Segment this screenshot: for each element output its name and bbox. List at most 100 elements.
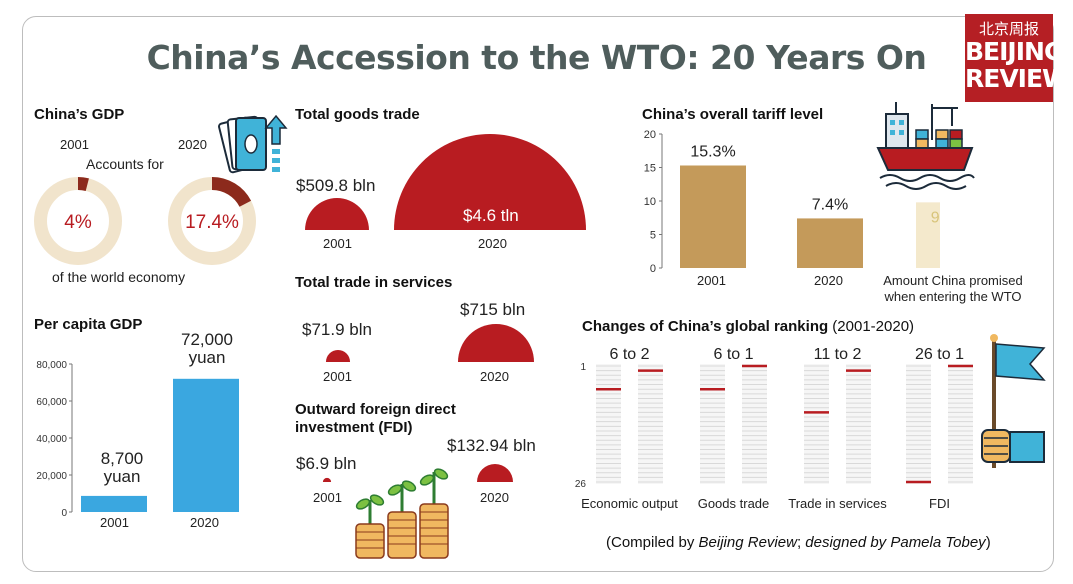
gdp-title: China’s GDP bbox=[34, 106, 125, 123]
ranking-column-bg-1-1 bbox=[742, 364, 767, 484]
credit-publication: Beijing Review bbox=[698, 534, 797, 551]
cargo-ship-icon bbox=[876, 102, 975, 190]
services-value-2001: $71.9 bln bbox=[302, 320, 372, 339]
fdi-title-line2: investment (FDI) bbox=[295, 419, 413, 436]
ranking-column-bg-3-0 bbox=[906, 364, 931, 484]
pcgdp-year-2001: 2001 bbox=[100, 515, 129, 530]
fdi-semicircle-1 bbox=[477, 464, 513, 482]
goods-title: Total goods trade bbox=[295, 106, 420, 123]
pcgdp-y-tick-label-2: 40,000 bbox=[36, 434, 67, 445]
services-semicircle-0 bbox=[325, 349, 351, 362]
pcgdp-y-tick-label-3: 60,000 bbox=[36, 397, 67, 408]
ranking-label-1: Goods trade bbox=[698, 496, 770, 511]
gdp-donut-share-0 bbox=[77, 177, 89, 192]
goods-value-2001: $509.8 bln bbox=[296, 176, 376, 195]
fdi-title: Outward foreign direct investment (FDI) bbox=[295, 401, 456, 437]
pcgdp-value-2001: 8,700 yuan bbox=[92, 450, 152, 486]
goods-year-2001: 2001 bbox=[323, 236, 352, 251]
flag-hand-icon bbox=[981, 334, 1046, 468]
beijing-review-logo: 北京周报 BEIJING REVIEW bbox=[965, 14, 1070, 102]
tariff-bar-0 bbox=[680, 165, 746, 268]
fdi-year-2001: 2001 bbox=[313, 490, 342, 505]
ranking-title-bold: Changes of China’s global ranking bbox=[582, 318, 829, 335]
coins-plants-icon bbox=[355, 468, 449, 559]
gdp-year-2020: 2020 bbox=[178, 137, 207, 152]
page-title: China’s Accession to the WTO: 20 Years O… bbox=[146, 38, 927, 77]
tariff-year-2001: 2001 bbox=[697, 273, 726, 288]
pcgdp-y-tick-label-4: 80,000 bbox=[36, 360, 67, 371]
logo-line1: BEIJING bbox=[965, 37, 1064, 66]
logo-line2: REVIEW bbox=[965, 64, 1070, 93]
services-year-2001: 2001 bbox=[323, 369, 352, 384]
pcgdp-value-2020-unit: yuan bbox=[188, 348, 226, 367]
pcgdp-value-2001-number: 8,700 bbox=[100, 449, 144, 468]
tariff-y-tick-label-3: 15 bbox=[644, 163, 656, 175]
credit-prefix: (Compiled by bbox=[606, 534, 699, 551]
fdi-semicircle-0 bbox=[322, 477, 332, 482]
gdp-donut-label-0: 4% bbox=[64, 212, 92, 233]
credit-suffix: ) bbox=[985, 534, 991, 551]
logo-english-text: BEIJING REVIEW bbox=[965, 38, 1070, 92]
goods-semicircle-0 bbox=[305, 198, 369, 230]
pcgdp-year-2020: 2020 bbox=[190, 515, 219, 530]
ranking-column-bg-0-0 bbox=[596, 364, 621, 484]
tariff-bar-label-2: 9.8% bbox=[931, 209, 940, 226]
gdp-donut-chart: 4% 17.4% bbox=[34, 177, 256, 265]
ranking-label-0: Economic output bbox=[581, 496, 678, 511]
tariff-bar-label-0: 15.3% bbox=[690, 143, 735, 160]
goods-year-2020: 2020 bbox=[478, 236, 507, 251]
pcgdp-y-tick-label-1: 20,000 bbox=[36, 471, 67, 482]
ranking-header-3: 26 to 1 bbox=[915, 346, 964, 363]
tariff-y-tick-label-4: 20 bbox=[644, 129, 656, 141]
ranking-label-3: FDI bbox=[929, 496, 950, 511]
ranking-title-rest: (2001-2020) bbox=[828, 318, 915, 335]
credit-middle: ; bbox=[796, 534, 806, 551]
ranking-column-bg-1-0 bbox=[700, 364, 725, 484]
gdp-caption-top: Accounts for bbox=[86, 156, 164, 172]
goods-semicircle-chart bbox=[305, 134, 586, 230]
tariff-title: China’s overall tariff level bbox=[642, 106, 824, 123]
ranking-column-bg-2-1 bbox=[846, 364, 871, 484]
pcgdp-title: Per capita GDP bbox=[34, 316, 143, 333]
ranking-tick-bottom: 26 bbox=[575, 479, 587, 490]
fdi-year-2020: 2020 bbox=[480, 490, 509, 505]
tariff-y-tick-label-2: 10 bbox=[644, 196, 656, 208]
goods-value-2020: $4.6 tln bbox=[463, 206, 519, 225]
tariff-year-2020: 2020 bbox=[814, 273, 843, 288]
logo-chinese-text: 北京周报 bbox=[978, 20, 1039, 38]
ranking-header-1: 6 to 1 bbox=[713, 346, 753, 363]
pcgdp-value-2001-unit: yuan bbox=[103, 467, 141, 486]
ranking-header-2: 11 to 2 bbox=[814, 346, 862, 363]
services-semicircle-chart bbox=[325, 324, 534, 362]
pcgdp-value-2020: 72,000 yuan bbox=[175, 331, 239, 367]
credit-line: (Compiled by Beijing Review; designed by… bbox=[606, 534, 991, 551]
ranking-chart: 1 26 6 to 2 Economic output 6 to 1 Goods trad… bbox=[575, 346, 973, 511]
pcgdp-value-2020-number: 72,000 bbox=[181, 330, 233, 349]
tariff-promise-line2: when entering the WTO bbox=[884, 289, 1022, 304]
pcgdp-bar-1 bbox=[173, 378, 239, 512]
ranking-column-bg-2-0 bbox=[804, 364, 829, 484]
gdp-donut-share-1 bbox=[211, 177, 252, 208]
ranking-column-bg-0-1 bbox=[638, 364, 663, 484]
tariff-bar-label-1: 7.4% bbox=[812, 196, 848, 213]
fdi-title-line1: Outward foreign direct bbox=[295, 401, 456, 418]
tariff-y-tick-label-1: 5 bbox=[650, 230, 656, 242]
ranking-label-2: Trade in services bbox=[788, 496, 887, 511]
services-value-2020: $715 bln bbox=[460, 300, 526, 319]
services-title: Total trade in services bbox=[295, 274, 453, 291]
ranking-tick-top: 1 bbox=[580, 362, 586, 373]
fdi-value-2001: $6.9 bln bbox=[296, 454, 357, 473]
services-year-2020: 2020 bbox=[480, 369, 509, 384]
fdi-value-2020: $132.94 bln bbox=[447, 436, 536, 455]
pcgdp-bar-0 bbox=[81, 495, 147, 512]
pcgdp-bar-chart: 0 20,000 40,000 60,000 80,000 bbox=[36, 360, 239, 516]
fdi-semicircle-chart bbox=[322, 464, 513, 482]
tariff-y-tick-label-0: 0 bbox=[650, 263, 656, 275]
ranking-title: Changes of China’s global ranking (2001-… bbox=[582, 318, 914, 335]
tariff-promise-caption: Amount China promised when entering the … bbox=[875, 273, 1031, 305]
pcgdp-y-tick-label-0: 0 bbox=[61, 508, 67, 516]
services-semicircle-1 bbox=[458, 324, 534, 362]
goods-semicircle-1 bbox=[394, 134, 586, 230]
ranking-header-0: 6 to 2 bbox=[609, 346, 649, 363]
tariff-promise-line1: Amount China promised bbox=[883, 273, 1023, 288]
